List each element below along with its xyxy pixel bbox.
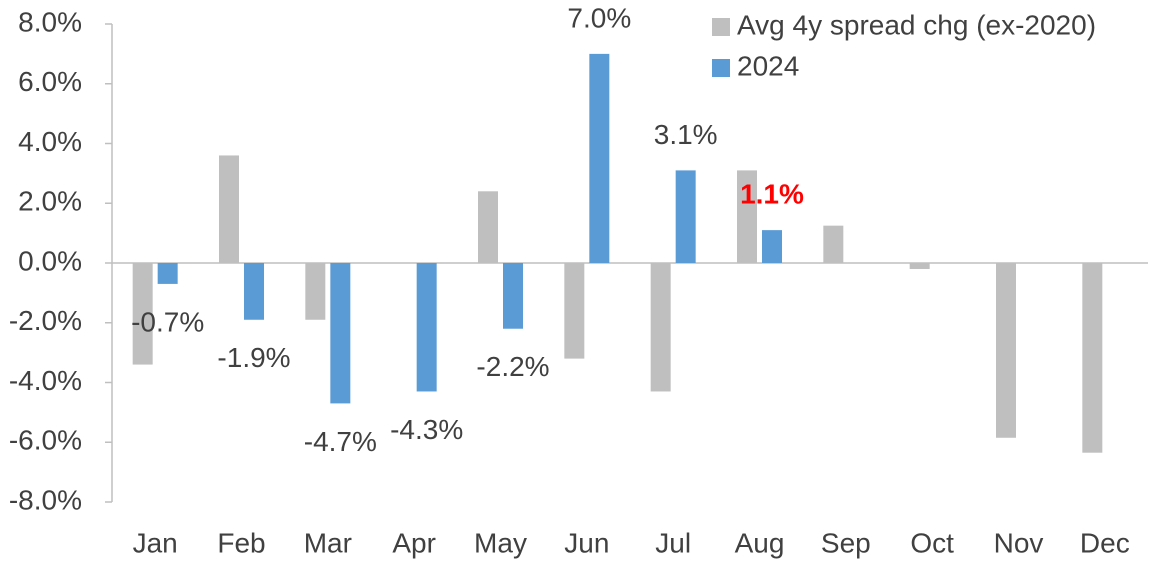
bar bbox=[589, 53, 610, 263]
bar bbox=[244, 263, 264, 320]
bar bbox=[503, 263, 523, 329]
legend-swatch bbox=[712, 59, 730, 77]
bar bbox=[909, 263, 930, 269]
bar bbox=[823, 225, 844, 263]
bar bbox=[157, 263, 178, 284]
x-tick-label: Aug bbox=[735, 527, 785, 558]
bar bbox=[330, 263, 351, 404]
data-label: -0.7% bbox=[131, 306, 204, 337]
data-label: 3.1% bbox=[654, 119, 718, 150]
y-tick-label: 6.0% bbox=[18, 66, 82, 97]
bar bbox=[564, 263, 585, 359]
x-tick-label: Sep bbox=[821, 527, 871, 558]
y-tick-label: -2.0% bbox=[9, 305, 82, 336]
bar bbox=[650, 263, 671, 392]
y-tick-label: 8.0% bbox=[18, 6, 82, 37]
x-tick-label: Feb bbox=[217, 527, 265, 558]
x-tick-label: Mar bbox=[304, 527, 352, 558]
x-tick-label: May bbox=[474, 527, 527, 558]
bar bbox=[762, 230, 782, 263]
data-label: -4.3% bbox=[390, 414, 463, 445]
x-tick-label: Jan bbox=[133, 527, 178, 558]
bar bbox=[219, 155, 239, 263]
x-tick-label: Nov bbox=[994, 527, 1044, 558]
data-label: 7.0% bbox=[567, 2, 631, 33]
x-tick-label: Jun bbox=[564, 527, 609, 558]
x-tick-label: Apr bbox=[392, 527, 436, 558]
bar bbox=[132, 263, 153, 365]
y-tick-label: -6.0% bbox=[9, 425, 82, 456]
data-label: -2.2% bbox=[476, 351, 549, 382]
y-tick-label: -4.0% bbox=[9, 365, 82, 396]
bar bbox=[1082, 263, 1103, 453]
bar bbox=[305, 263, 326, 320]
y-tick-label: 4.0% bbox=[18, 126, 82, 157]
data-label: 1.1% bbox=[740, 179, 804, 210]
bar bbox=[416, 263, 437, 392]
x-tick-label: Oct bbox=[910, 527, 954, 558]
legend-swatch bbox=[712, 18, 730, 36]
y-tick-label: 0.0% bbox=[18, 245, 82, 276]
y-tick-label: 2.0% bbox=[18, 186, 82, 217]
x-tick-label: Dec bbox=[1080, 527, 1130, 558]
data-label: -1.9% bbox=[217, 342, 290, 373]
legend-label: Avg 4y spread chg (ex-2020) bbox=[737, 9, 1096, 40]
bar bbox=[478, 191, 498, 263]
y-tick-label: -8.0% bbox=[9, 484, 82, 515]
data-label: -4.7% bbox=[304, 426, 377, 457]
bar bbox=[675, 170, 696, 263]
legend-label: 2024 bbox=[737, 50, 799, 81]
bar bbox=[996, 263, 1016, 438]
x-tick-label: Jul bbox=[655, 527, 691, 558]
bar bbox=[737, 170, 757, 263]
